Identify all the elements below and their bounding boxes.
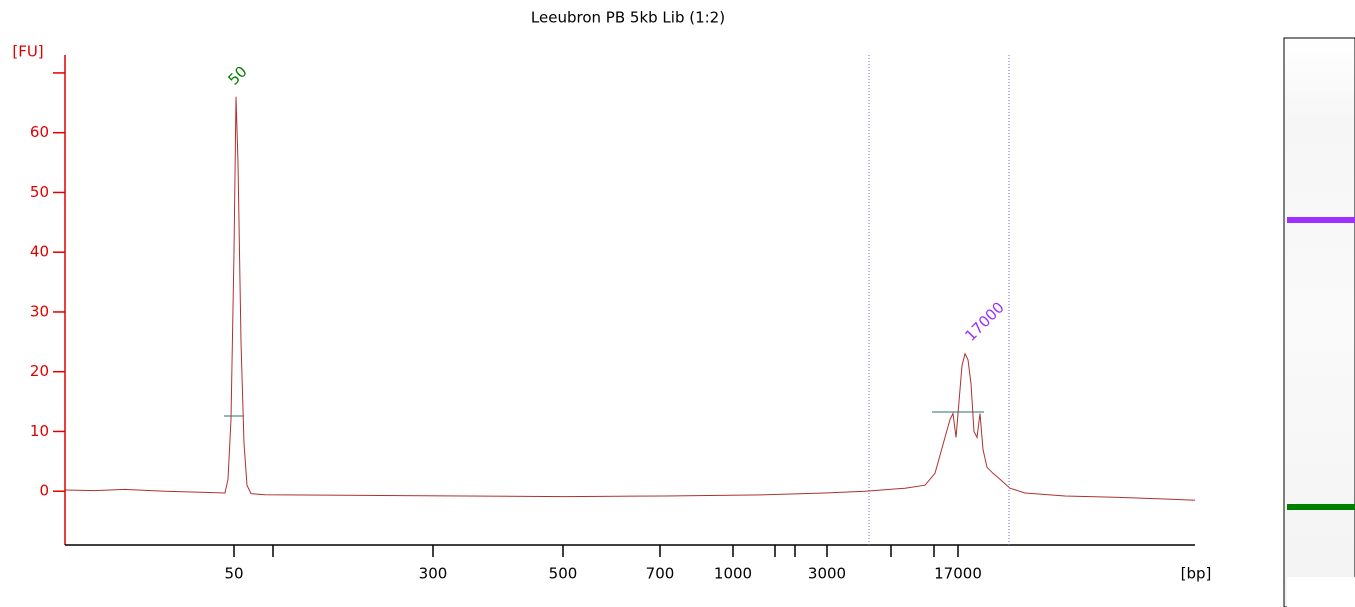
y-tick-label: 60 [30, 123, 49, 141]
x-tick-label: 700 [646, 565, 675, 583]
upper-band [1287, 217, 1355, 223]
lane-foot [1287, 577, 1355, 607]
y-tick-label: 50 [30, 183, 49, 201]
x-axis-label: [bp] [1181, 565, 1212, 583]
y-tick-label: 0 [39, 482, 49, 500]
peak-label: 17000 [961, 298, 1007, 344]
chart-title: Leeubron PB 5kb Lib (1:2) [531, 9, 725, 27]
x-tick-label: 500 [549, 565, 578, 583]
lower-band [1287, 504, 1355, 510]
y-tick-label: 40 [30, 243, 49, 261]
x-tick-label: 3000 [808, 565, 846, 583]
x-tick-label: 1000 [714, 565, 752, 583]
x-tick-label: 50 [224, 565, 243, 583]
x-tick-label: 17000 [934, 565, 982, 583]
y-tick-label: 10 [30, 422, 49, 440]
gel-lane [1283, 37, 1355, 607]
y-axis-label: [FU] [12, 43, 43, 61]
x-tick-label: 300 [419, 565, 448, 583]
y-tick-label: 30 [30, 302, 49, 320]
peak-label: 50 [225, 63, 251, 89]
lane-frame [1283, 37, 1355, 607]
trace [64, 96, 1196, 501]
y-tick-label: 20 [30, 362, 49, 380]
